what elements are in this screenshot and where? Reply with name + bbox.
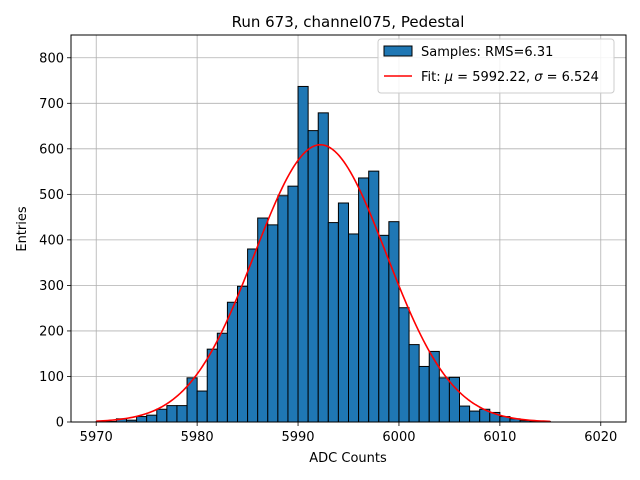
histogram-bar — [428, 350, 440, 423]
x-tick-label: 6010 — [483, 430, 516, 445]
histogram-bar — [267, 224, 279, 423]
y-tick-label: 300 — [39, 279, 64, 294]
x-axis-label: ADC Counts — [309, 451, 387, 466]
y-tick-label: 700 — [39, 97, 64, 112]
histogram-bar — [136, 416, 148, 423]
histogram-bar — [166, 405, 178, 423]
chart-title: Run 673, channel075, Pedestal — [232, 13, 465, 31]
histogram-bar — [297, 85, 309, 423]
histogram-bar — [257, 217, 269, 423]
y-tick-label: 800 — [39, 51, 64, 66]
histogram-bar — [196, 390, 208, 423]
legend-label-samples: Samples: RMS=6.31 — [421, 45, 553, 60]
histogram-bar — [408, 344, 420, 423]
y-tick-label: 200 — [39, 324, 64, 339]
histogram-bars — [95, 85, 551, 423]
histogram-bar — [327, 222, 339, 423]
histogram-bar — [388, 221, 400, 423]
histogram-bar — [368, 170, 380, 423]
axes-frame — [70, 34, 627, 423]
plot-area: 5970 5980 5990 6000 6010 6020 0 100 200 300 400 50… — [39, 34, 627, 445]
histogram-bar — [156, 408, 168, 423]
y-tick-label: 600 — [39, 142, 64, 157]
histogram-bar — [469, 410, 481, 423]
legend-box — [377, 38, 615, 94]
histogram-bar — [146, 414, 158, 423]
histogram-bar — [237, 285, 249, 423]
x-tick-label: 6000 — [382, 430, 415, 445]
legend-swatch-samples — [383, 45, 413, 57]
legend-label-fit: Fit: μ = 5992.22, σ = 6.524 — [421, 70, 599, 85]
y-tick-label: 500 — [39, 188, 64, 203]
legend: Samples: RMS=6.31 Fit: μ = 5992.22, σ = … — [377, 38, 615, 94]
histogram-bar — [277, 195, 289, 423]
x-tick-label: 6020 — [584, 430, 617, 445]
histogram-bar — [378, 234, 390, 423]
histogram-bar — [348, 233, 360, 423]
x-tick-label: 5980 — [181, 430, 214, 445]
histogram-bar — [337, 202, 349, 423]
x-axis-ticks: 5970 5980 5990 6000 6010 6020 — [80, 422, 617, 445]
histogram-bar — [176, 405, 188, 423]
x-tick-label: 5970 — [80, 430, 113, 445]
histogram-bar — [358, 177, 370, 423]
fit-curve — [96, 143, 551, 423]
histogram-bar — [317, 112, 329, 423]
y-axis-ticks: 0 100 200 300 400 500 600 700 800 — [39, 51, 71, 431]
histogram-bar — [287, 185, 299, 423]
histogram-bar — [307, 130, 319, 423]
histogram-bar — [206, 348, 218, 423]
histogram-bar — [438, 377, 450, 423]
histogram-bar — [247, 248, 259, 423]
histogram-bar — [459, 405, 471, 423]
histogram-bar — [398, 307, 410, 423]
x-tick-label: 5990 — [281, 430, 314, 445]
histogram-bar — [216, 332, 228, 423]
y-tick-label: 400 — [39, 233, 64, 248]
y-tick-label: 100 — [39, 370, 64, 385]
histogram-bar — [418, 365, 430, 423]
histogram-bar — [226, 301, 238, 423]
y-axis-label: Entries — [15, 206, 30, 252]
y-tick-label: 0 — [56, 416, 64, 431]
